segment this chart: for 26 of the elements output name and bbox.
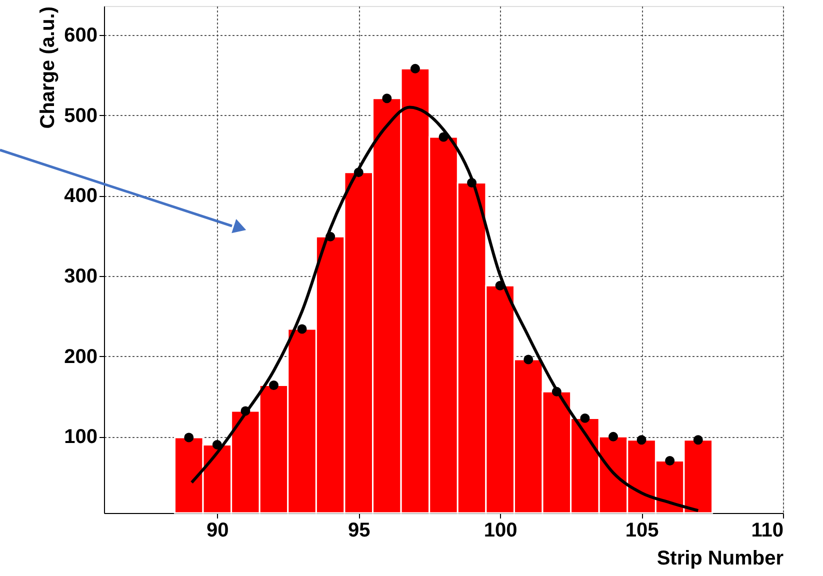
point [410, 64, 420, 74]
y-tick-label: 600 [64, 24, 98, 46]
x-axis-title: Strip Number [656, 548, 784, 570]
y-tick-label: 100 [64, 426, 98, 448]
y-tick-label: 500 [64, 104, 98, 127]
point [184, 432, 194, 442]
x-tick-label: 95 [348, 520, 370, 542]
point [608, 432, 618, 442]
point [269, 380, 278, 390]
point [297, 324, 307, 334]
y-tick-label: 300 [64, 265, 98, 288]
x-tick-label: 105 [625, 520, 659, 542]
point [212, 440, 222, 450]
point [580, 413, 590, 423]
y-tick-label: 400 [64, 185, 98, 208]
x-tick-label: 90 [206, 520, 229, 542]
point [524, 354, 534, 364]
line-series [190, 106, 700, 512]
x-tick-label: 110 [751, 520, 784, 542]
y-axis-title: Charge (a.u.) [37, 6, 60, 129]
y-tick-label: 200 [64, 346, 98, 368]
point [693, 435, 703, 445]
point [382, 94, 392, 104]
point [636, 435, 646, 445]
x-tick-label: 100 [484, 520, 518, 542]
point [665, 456, 675, 466]
